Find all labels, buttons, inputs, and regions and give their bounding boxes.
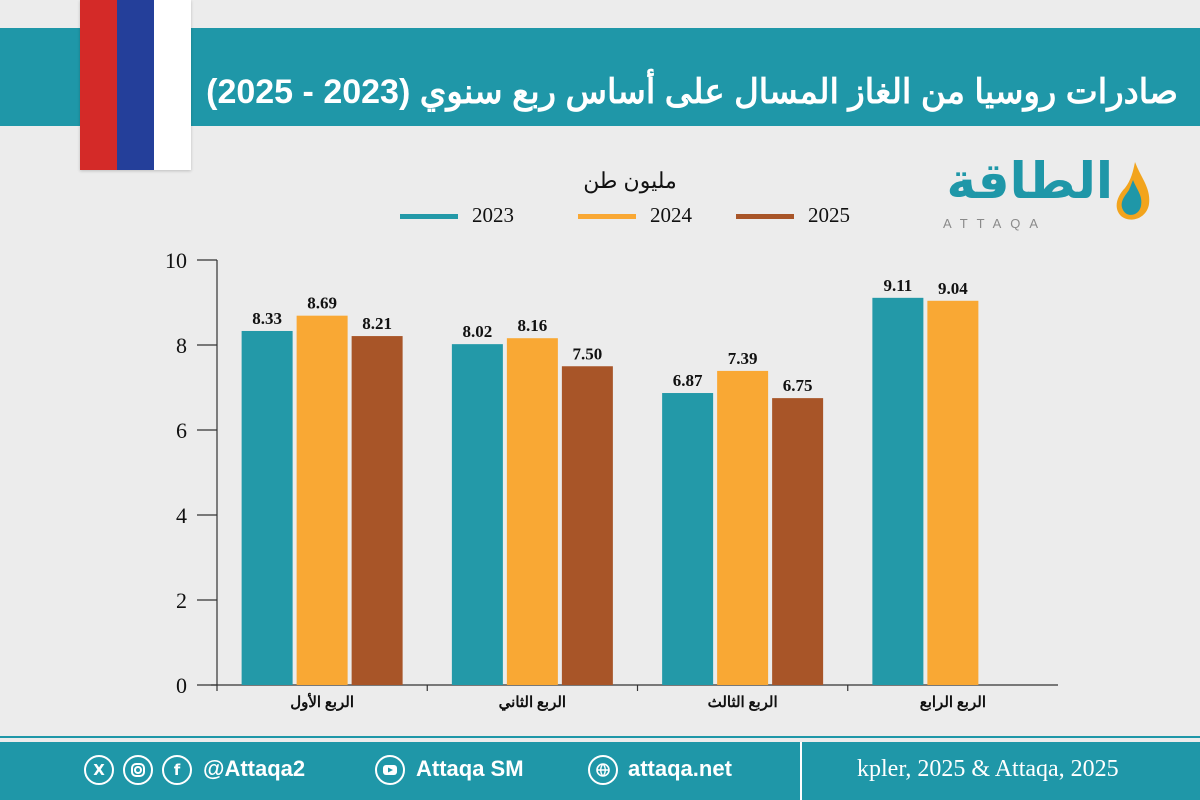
globe-glyph [596,763,610,777]
bar-2023-q1 [241,330,293,685]
unit-label: مليون طن [583,168,677,193]
data-label-2024-q2: 8.16 [518,316,548,335]
data-label-2025-q1: 8.21 [362,314,392,333]
source-text: kpler, 2025 & Attaqa, 2025 [857,756,1119,782]
bar-2024-q3 [717,370,769,685]
x-tick-label: الربع الثاني [499,695,566,712]
bar-2024-q4 [927,300,979,685]
attaqa-logo: الطاقة ATTAQA [925,152,1155,238]
flag-stripe-blue [117,0,154,170]
x-tick-label: الربع الأول [290,692,354,711]
y-tick-label: 0 [176,673,187,698]
globe-icon[interactable] [588,755,618,785]
legend-swatch-2025 [736,214,794,219]
data-label-2024-q3: 7.39 [728,349,758,368]
legend-label-2025: 2025 [808,203,850,227]
y-tick-label: 8 [176,333,187,358]
legend-swatch-2023 [400,214,458,219]
page-title: صادرات روسيا من الغاز المسال على أساس رب… [206,73,1178,111]
bar-2023-q2 [451,344,503,685]
title-bar: صادرات روسيا من الغاز المسال على أساس رب… [0,28,1200,126]
bar-2024-q1 [296,315,348,685]
x-icon[interactable]: X [84,755,114,785]
footer-separator [800,742,802,800]
data-label-2025-q3: 6.75 [783,376,813,395]
data-label-2023-q1: 8.33 [252,309,282,328]
logo-text: الطاقة [946,152,1113,210]
y-tick-label: 6 [176,418,187,443]
social-handle[interactable]: @Attaqa2 [203,756,306,781]
legend-swatch-2024 [578,214,636,219]
header: صادرات روسيا من الغاز المسال على أساس رب… [0,0,1200,170]
legend-label-2023: 2023 [472,203,514,227]
data-label-2023-q2: 8.02 [463,322,493,341]
youtube-channel[interactable]: Attaqa SM [416,756,524,781]
youtube-icon[interactable] [375,755,405,785]
y-tick-label: 2 [176,588,187,613]
data-label-2023-q3: 6.87 [673,371,703,390]
footer-divider-line [0,736,1200,738]
bar-2023-q3 [662,393,714,685]
data-label-2024-q4: 9.04 [938,279,968,298]
bar-2025-q3 [772,398,824,685]
flag-stripe-white [154,0,191,170]
x-tick-label: الربع الثالث [708,695,778,711]
chart-bars: 8.33 8.69 8.21 8.02 8.16 7.50 6.87 7.39 6.75 9.11… [241,276,979,685]
instagram-icon[interactable] [123,755,153,785]
x-tick-label: الربع الرابع [920,695,986,711]
bar-2024-q2 [506,338,558,685]
bar-2023-q4 [872,297,924,685]
y-tick-label: 10 [165,248,187,273]
flag-stripe-red [80,0,117,170]
data-label-2025-q2: 7.50 [573,344,603,363]
russia-flag [80,0,191,170]
facebook-icon[interactable]: f [162,755,192,785]
instagram-glyph [131,763,145,777]
data-label-2024-q1: 8.69 [307,294,337,313]
footer: X f @Attaqa2 Attaqa SM attaqa.net kpler,… [0,742,1200,800]
data-label-2023-q4: 9.11 [883,276,912,295]
logo-subtitle: ATTAQA [943,216,1048,231]
y-tick-label: 4 [176,503,187,528]
flame-drop-icon [1116,162,1150,220]
legend-label-2024: 2024 [650,203,692,227]
youtube-glyph [383,765,397,775]
website-link[interactable]: attaqa.net [628,756,732,781]
bar-2025-q1 [351,336,403,685]
bar-2025-q2 [561,366,613,685]
